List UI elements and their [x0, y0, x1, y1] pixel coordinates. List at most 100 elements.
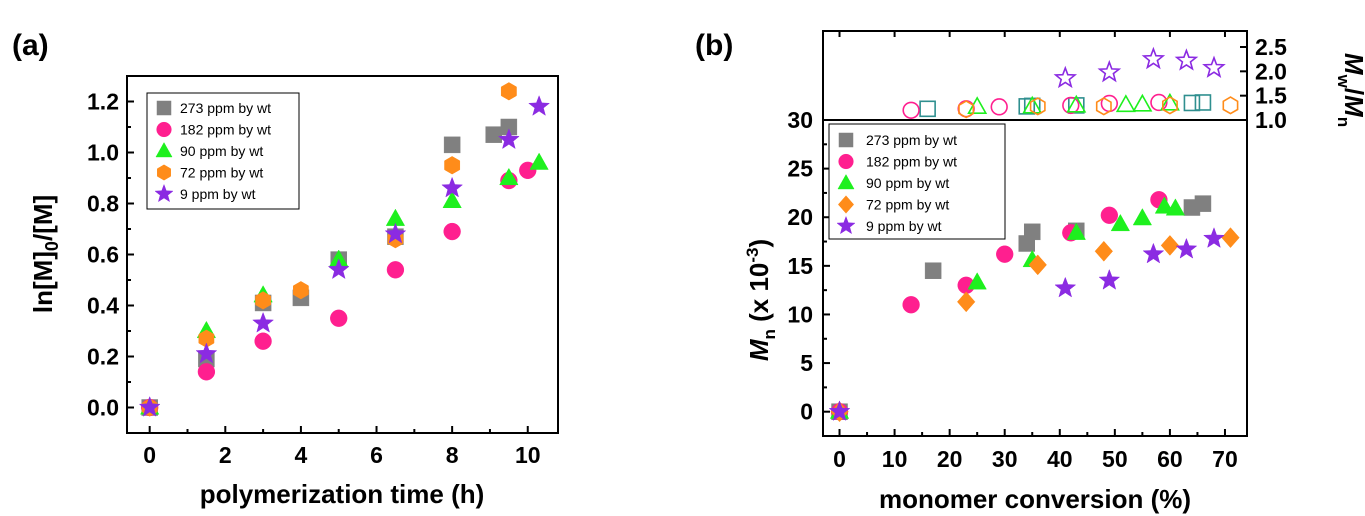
x-axis-label-b: monomer conversion (%)	[879, 484, 1191, 514]
data-point-b	[828, 400, 851, 421]
data-point-a	[443, 222, 461, 241]
dispersity-point-b	[1053, 65, 1078, 89]
x-tick-label-a: 10	[515, 442, 541, 468]
data-point-a	[386, 261, 405, 279]
data-point-a	[441, 176, 464, 198]
y-tick-label-b: 30	[787, 107, 813, 133]
data-point-b	[1132, 208, 1153, 226]
legend-label-a: 9 ppm by wt	[180, 186, 256, 202]
data-point-b	[1100, 206, 1118, 224]
dispersity-point-b	[1222, 96, 1239, 115]
x-tick-label-b: 50	[1102, 446, 1128, 472]
data-point-b	[1110, 213, 1130, 232]
y-tick-label-b: 15	[787, 253, 813, 279]
dispersity-point-b	[1174, 48, 1199, 71]
data-point-b	[1066, 222, 1086, 240]
y-tick-label-a: 0.2	[87, 344, 119, 370]
dispersity-point-b	[958, 100, 975, 119]
data-point-b	[1160, 235, 1180, 256]
x-tick-label-b: 0	[833, 446, 846, 472]
x-tick-label-a: 2	[219, 442, 232, 468]
dispersity-point-b	[990, 98, 1008, 116]
legend-marker-a	[156, 121, 172, 138]
dispersity-point-b	[1132, 93, 1153, 112]
legend-label-b: 72 ppm by wt	[866, 197, 949, 213]
data-point-a	[529, 152, 549, 170]
data-point-a	[255, 291, 271, 310]
dispersity-point-b	[1159, 92, 1180, 111]
data-point-a	[254, 332, 272, 350]
dispersity-point-b	[1097, 59, 1122, 83]
x-tick-label-b: 70	[1212, 446, 1238, 472]
right-y-tick-label-b: 2.5	[1255, 34, 1287, 60]
y-tick-label-a: 0.8	[87, 191, 119, 217]
legend-marker-a	[157, 164, 171, 181]
right-y-tick-label-b: 2.0	[1255, 58, 1287, 84]
y-tick-label-a: 0.4	[87, 293, 119, 319]
data-point-a	[444, 156, 461, 175]
x-tick-label-b: 60	[1157, 446, 1183, 472]
y-tick-label-b: 5	[800, 350, 813, 376]
data-point-b	[1203, 227, 1225, 248]
data-point-a	[442, 190, 462, 208]
data-point-b	[902, 296, 920, 314]
y-axis-label-a: ln[M]0/[M]	[28, 195, 62, 313]
data-point-a	[497, 128, 520, 150]
x-axis-label-a: polymerization time (h)	[200, 479, 485, 509]
data-point-a	[195, 342, 218, 364]
y-tick-label-a: 0.0	[87, 395, 119, 421]
x-tick-label-b: 20	[937, 446, 963, 472]
right-y-tick-label-b: 1.0	[1255, 107, 1287, 133]
data-point-b	[1165, 198, 1186, 216]
dispersity-point-b	[1022, 95, 1043, 114]
x-tick-label-a: 6	[370, 442, 383, 468]
dispersity-point-b	[1115, 94, 1136, 113]
x-tick-label-a: 8	[446, 442, 459, 468]
right-y-tick-label-b: 1.5	[1255, 83, 1287, 109]
dispersity-point-b	[1183, 94, 1201, 112]
data-point-b	[1094, 240, 1113, 262]
data-point-a	[485, 126, 502, 143]
dispersity-point-b	[919, 100, 936, 118]
y-tick-label-b: 20	[787, 204, 813, 230]
legend-label-b: 182 ppm by wt	[866, 154, 957, 170]
data-point-b	[1194, 195, 1212, 212]
dispersity-point-b	[967, 96, 988, 115]
data-point-a	[197, 363, 216, 381]
data-point-a	[138, 395, 161, 417]
data-point-a	[384, 222, 407, 244]
x-tick-label-a: 4	[295, 442, 308, 468]
data-point-b	[1175, 237, 1198, 259]
data-point-b	[1142, 242, 1165, 264]
data-point-a	[327, 258, 350, 280]
legend-marker-b	[838, 153, 854, 170]
data-point-b	[1221, 227, 1240, 249]
plot-frame-b-main	[822, 119, 1248, 437]
dispersity-point-b	[1202, 55, 1226, 78]
dispersity-point-b	[1141, 46, 1166, 70]
data-point-b	[957, 291, 976, 313]
x-tick-label-b: 40	[1047, 446, 1073, 472]
y-axis-label-b: Mn (x 10-3)	[743, 239, 779, 361]
legend-label-a: 90 ppm by wt	[180, 143, 263, 159]
ticks-a: 0 2 4 6 8 10 0.0 0.2 0.4 0.6 0.8 1.0 1.2	[87, 89, 541, 469]
legend-marker-b	[836, 215, 856, 235]
data-point-b	[924, 262, 942, 279]
data-point-a	[330, 309, 348, 327]
dispersity-point-b	[1194, 94, 1212, 111]
data-point-b	[1023, 223, 1041, 241]
y-tick-label-a: 0.6	[87, 242, 119, 268]
right-y-axis-label-b: Mw/Mn	[1334, 53, 1365, 127]
dispersity-point-b	[1162, 96, 1178, 115]
data-point-b	[996, 245, 1014, 263]
data-point-a	[500, 82, 517, 101]
panel-label-b: (b)	[695, 29, 733, 62]
legend-box-b	[828, 123, 1006, 240]
legend-a: 273 ppm by wt 182 ppm by wt 90 ppm by wt 72…	[146, 92, 300, 210]
ticks-b: 0 10 20 30 40 50 60 70 0 5 10 15 20 25 30 1.01.52.02.5	[787, 31, 1287, 472]
y-tick-label-b: 0	[800, 399, 813, 425]
dispersity-point-b	[1062, 96, 1080, 115]
y-tick-label-a: 1.0	[87, 140, 119, 166]
legend-marker-a	[154, 183, 174, 203]
data-point-b	[967, 272, 987, 290]
